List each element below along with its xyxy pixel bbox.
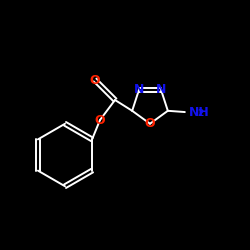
Text: O: O <box>95 114 105 126</box>
Text: NH: NH <box>189 106 210 118</box>
Text: N: N <box>134 83 144 96</box>
Text: O: O <box>145 117 155 130</box>
Text: 2: 2 <box>197 109 203 118</box>
Text: N: N <box>156 83 166 96</box>
Text: O: O <box>90 74 100 86</box>
